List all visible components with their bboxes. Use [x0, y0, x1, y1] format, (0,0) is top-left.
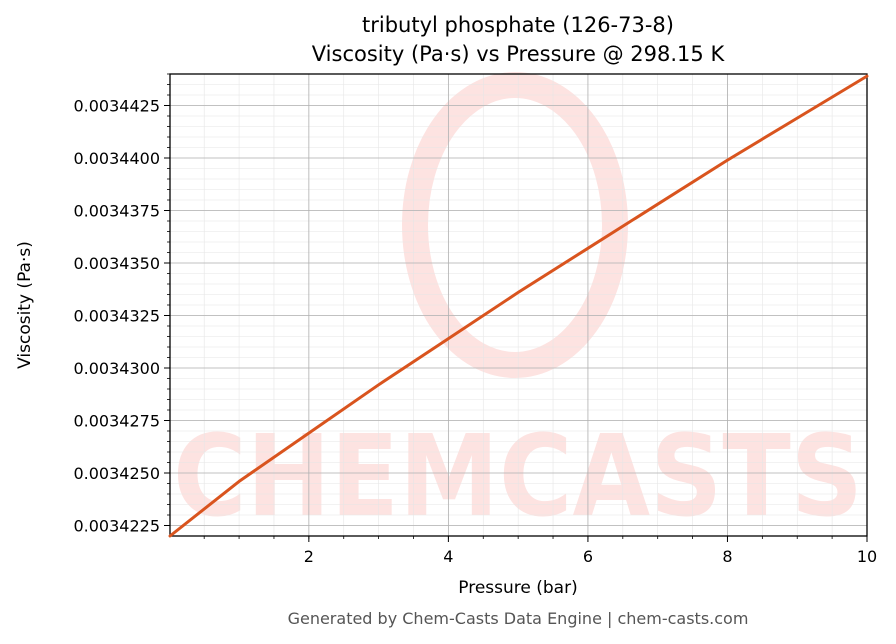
y-tick-label: 0.0034425	[73, 97, 160, 116]
y-tick-label: 0.0034275	[73, 412, 160, 431]
x-tick-label: 10	[857, 547, 877, 566]
x-tick-label: 6	[583, 547, 593, 566]
y-tick-labels: 0.0034225 0.0034250 0.0034275 0.0034300 0.00…	[73, 97, 160, 536]
x-axis-label: Pressure (bar)	[458, 578, 577, 598]
major-grid	[170, 74, 868, 536]
chart-title: tributyl phosphate (126-73-8)	[362, 13, 674, 37]
y-tick-label: 0.0034250	[73, 464, 160, 483]
y-tick-label: 0.0034375	[73, 202, 160, 221]
y-tick-label: 0.0034325	[73, 307, 160, 326]
y-tick-label: 0.0034300	[73, 359, 160, 378]
x-tick-label: 4	[443, 547, 453, 566]
watermark-logo-ring	[402, 72, 628, 378]
y-tick-label: 0.0034350	[73, 254, 160, 273]
x-tick-label: 2	[304, 547, 314, 566]
axis-ticks	[164, 73, 868, 542]
x-tick-labels: 2 4 6 8 10	[304, 547, 877, 566]
series-line	[168, 74, 869, 538]
y-tick-label: 0.0034225	[73, 517, 160, 536]
x-tick-label: 8	[722, 547, 732, 566]
chart-subtitle: Viscosity (Pa·s) vs Pressure @ 298.15 K	[312, 42, 726, 66]
series-layer	[168, 74, 869, 538]
footer-credit: Generated by Chem-Casts Data Engine | ch…	[288, 609, 749, 628]
y-tick-label: 0.0034400	[73, 149, 160, 168]
y-axis-label: Viscosity (Pa·s)	[15, 241, 35, 369]
